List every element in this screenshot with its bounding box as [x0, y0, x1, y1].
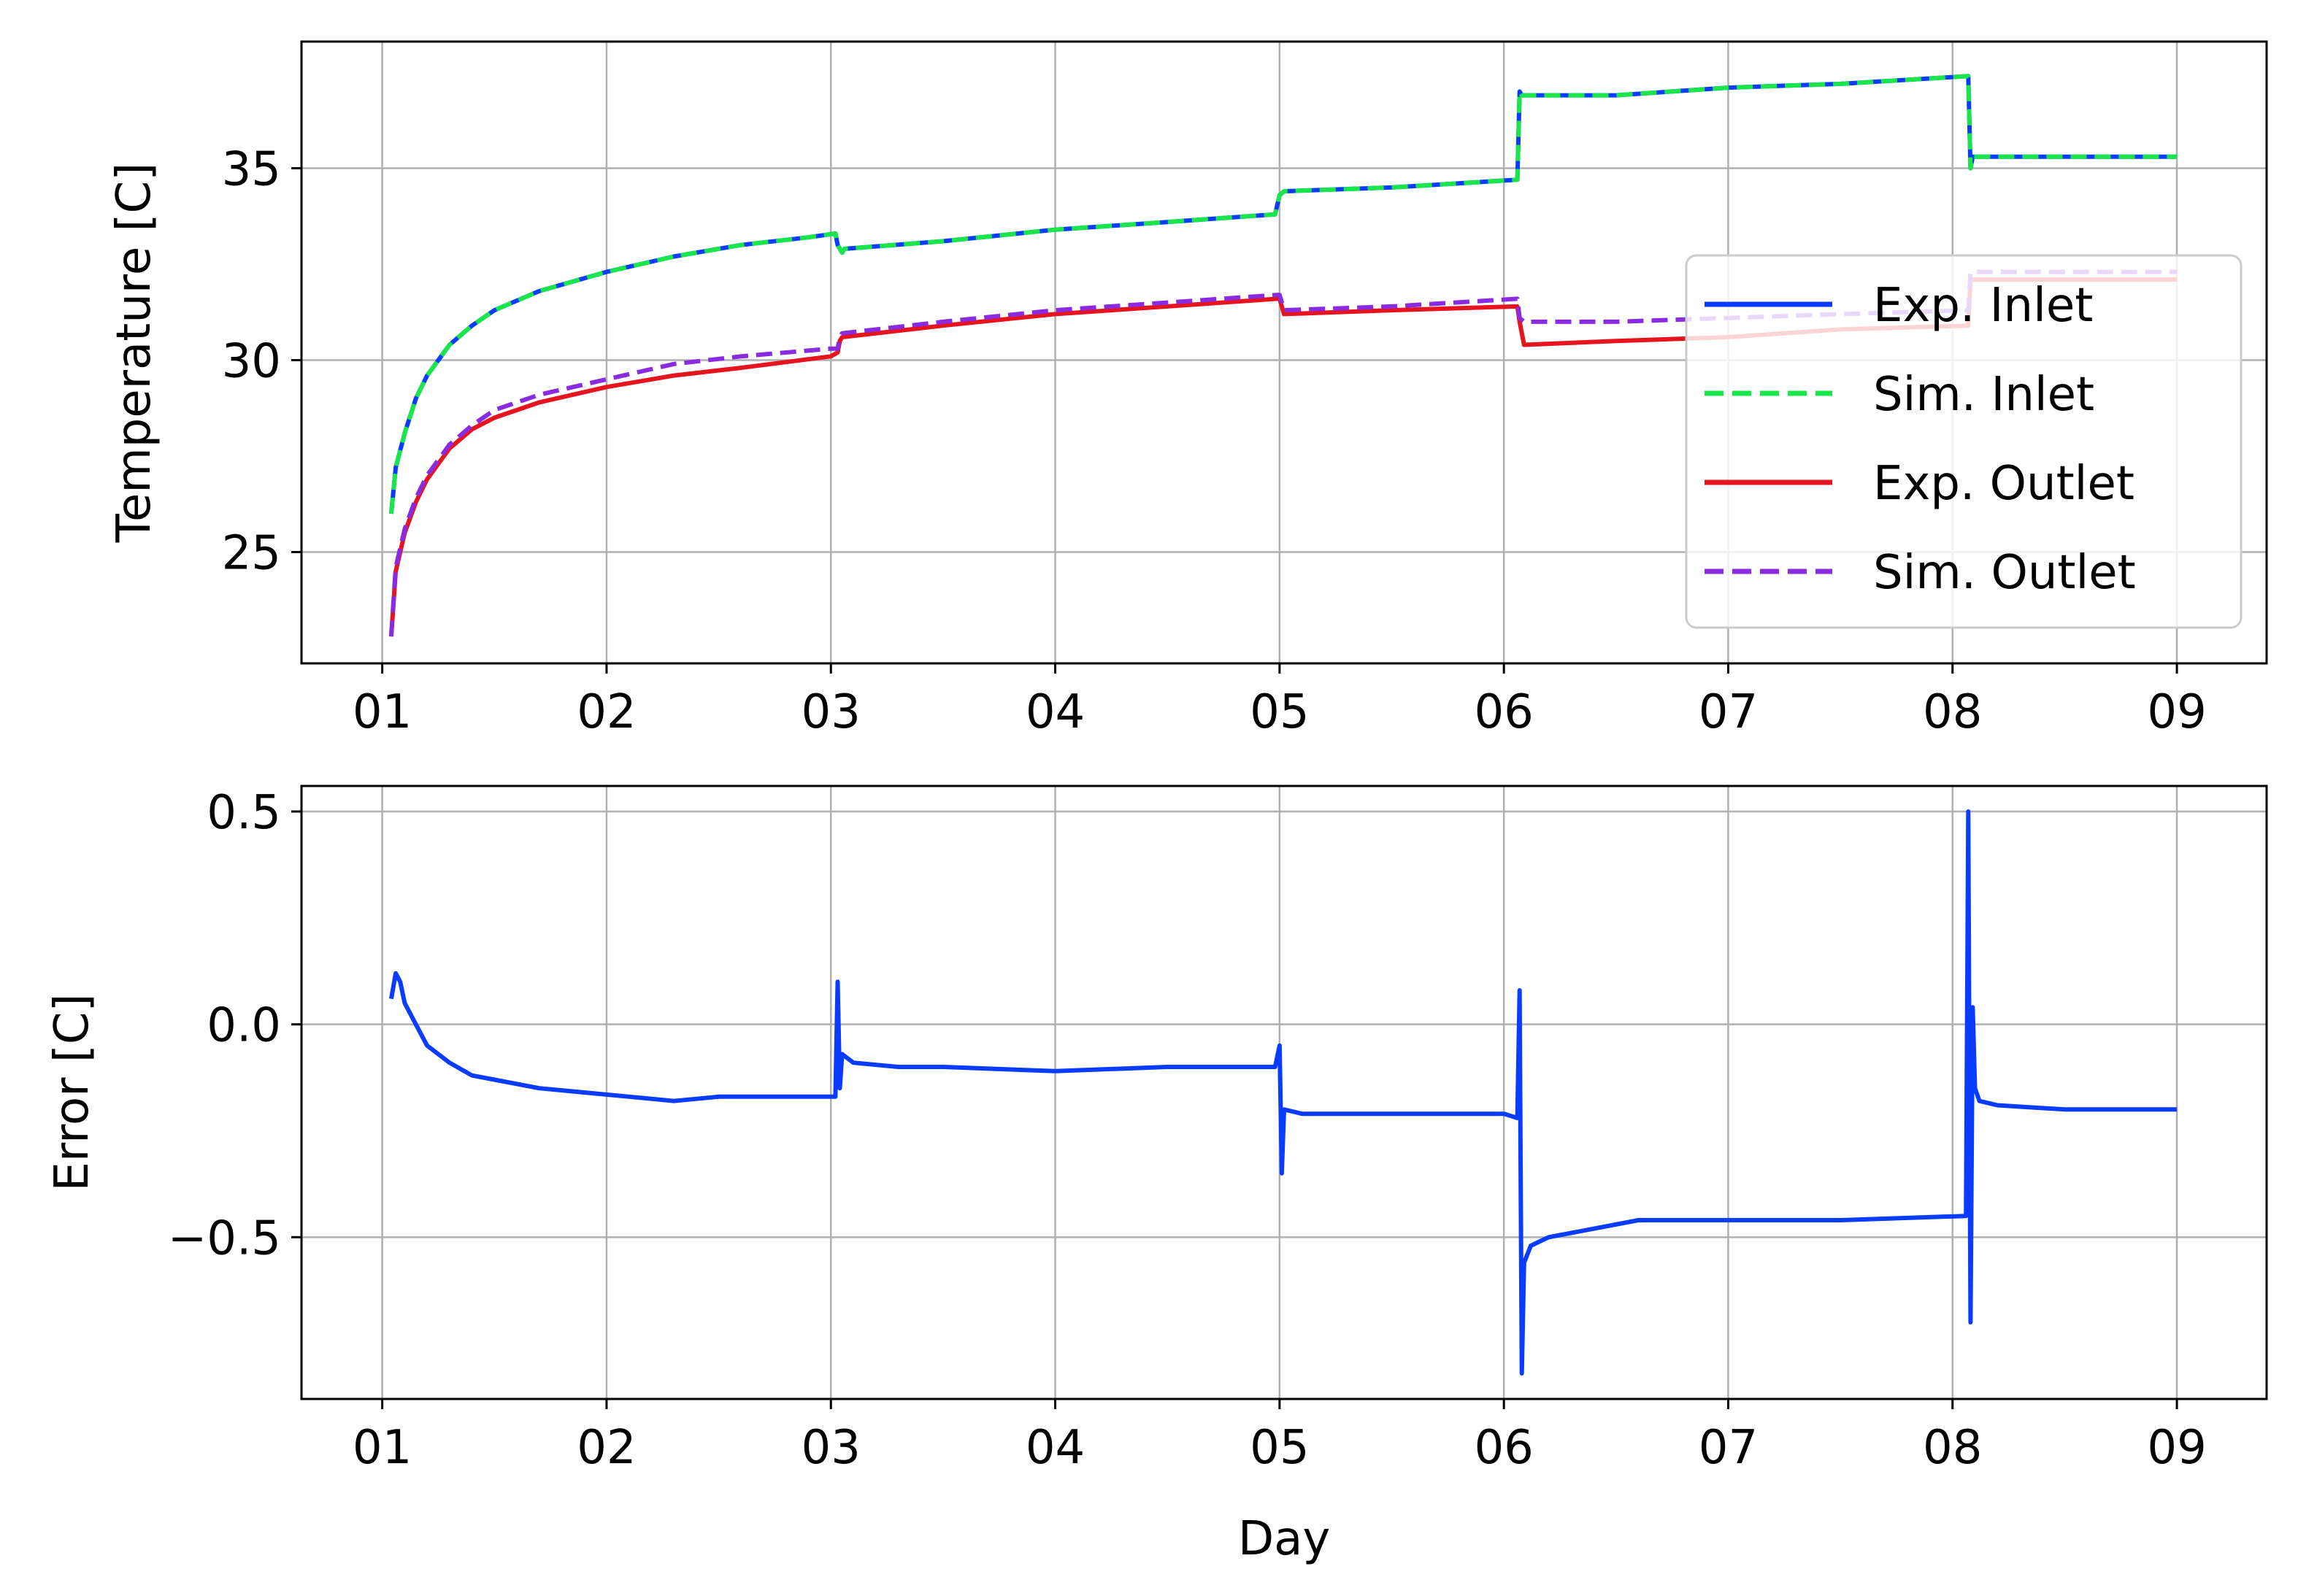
- temperature-panel: 01 02 03 04 05 06 07 08 09 25 30 35 Temperature [C…: [107, 40, 2268, 739]
- temperature-x-tick-label-8: 09: [2147, 685, 2206, 739]
- temperature-y-tick-label-2: 35: [222, 143, 281, 197]
- legend: Exp. Inlet Sim. Inlet Exp. Outlet Sim. O…: [1685, 254, 2243, 629]
- temperature-y-axis-label: Temperature [C]: [107, 163, 161, 543]
- temperature-x-tick-label-7: 08: [1923, 685, 1982, 739]
- error-x-tick-label-1: 02: [577, 1421, 636, 1475]
- legend-label-exp-outlet: Exp. Outlet: [1873, 457, 2134, 511]
- legend-label-sim-outlet: Sim. Outlet: [1873, 546, 2136, 600]
- error-y-axis-label: Error [C]: [45, 994, 99, 1192]
- temperature-x-tick-label-1: 02: [577, 685, 636, 739]
- temperature-series-1: [388, 74, 2178, 514]
- error-y-tick-label-2: 0.5: [207, 786, 281, 840]
- temperature-x-tick-label-0: 01: [353, 685, 412, 739]
- temperature-y-tick-label-0: 25: [222, 526, 281, 580]
- temperature-x-ticks: 01 02 03 04 05 06 07 08 09: [353, 663, 2207, 739]
- temperature-x-tick-label-5: 06: [1474, 685, 1533, 739]
- error-x-tick-label-8: 09: [2147, 1421, 2206, 1475]
- error-x-ticks: 01 02 03 04 05 06 07 08 09: [353, 1399, 2207, 1475]
- error-y-tick-label-0: −0.5: [168, 1211, 281, 1265]
- temperature-x-tick-label-2: 03: [802, 685, 861, 739]
- error-x-tick-label-7: 08: [1923, 1421, 1982, 1475]
- error-x-tick-label-2: 03: [802, 1421, 861, 1475]
- error-x-tick-label-5: 06: [1474, 1421, 1533, 1475]
- error-y-ticks: −0.5 0.0 0.5: [168, 786, 301, 1265]
- temperature-x-tick-label-4: 05: [1250, 685, 1309, 739]
- legend-label-exp-inlet: Exp. Inlet: [1873, 279, 2093, 333]
- error-x-axis-label: Day: [1238, 1512, 1330, 1566]
- temperature-y-ticks: 25 30 35: [222, 143, 301, 580]
- error-x-tick-label-0: 01: [353, 1421, 412, 1475]
- error-plot-frame: [300, 784, 2268, 1400]
- error-series-0: [388, 809, 2178, 1376]
- temperature-x-tick-label-6: 07: [1699, 685, 1758, 739]
- error-x-tick-label-6: 07: [1699, 1421, 1758, 1475]
- temperature-x-tick-label-3: 04: [1026, 685, 1085, 739]
- temperature-y-tick-label-1: 30: [222, 335, 281, 389]
- legend-label-sim-inlet: Sim. Inlet: [1873, 368, 2094, 422]
- error-y-tick-label-1: 0.0: [207, 999, 281, 1053]
- temperature-plot-frame: [300, 40, 2268, 665]
- error-x-tick-label-3: 04: [1026, 1421, 1085, 1475]
- error-series: [388, 809, 2178, 1376]
- error-x-tick-label-4: 05: [1250, 1421, 1309, 1475]
- legend-box: [1685, 254, 2243, 629]
- error-panel: 01 02 03 04 05 06 07 08 09 −0.50.00.5 Error [C] …: [45, 784, 2268, 1566]
